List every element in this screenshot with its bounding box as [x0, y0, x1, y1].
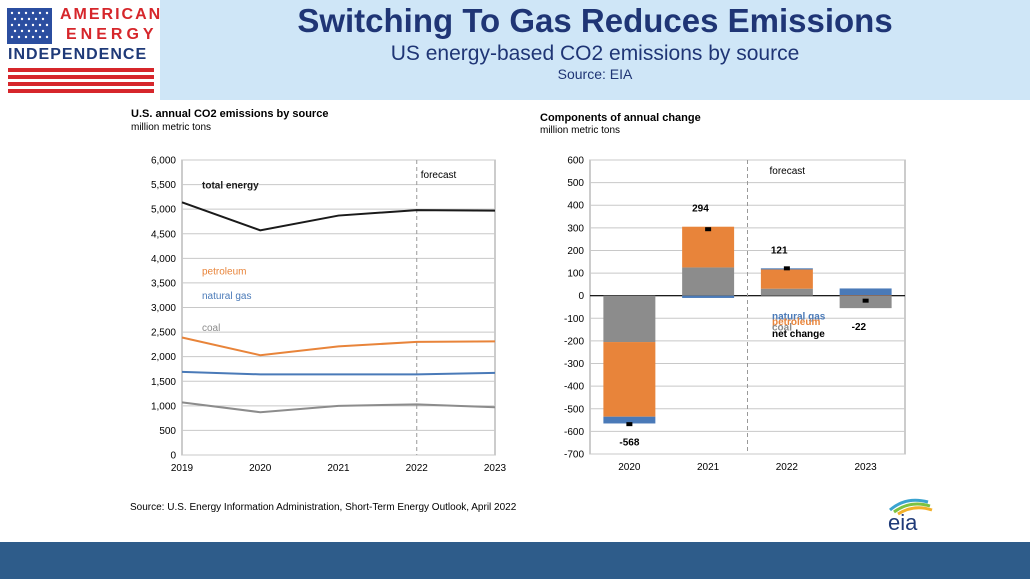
y-tick-label: 1,000 [151, 401, 176, 412]
x-tick-label: 2021 [327, 463, 350, 474]
series-label-natural-gas: natural gas [202, 291, 251, 302]
net-change-marker [783, 266, 790, 271]
y-tick-label: -600 [564, 427, 584, 438]
bar-segment-coal [682, 267, 735, 296]
y-tick-label: -400 [564, 382, 584, 393]
x-tick-label: 2022 [776, 462, 799, 473]
page-title: Switching To Gas Reduces Emissions [297, 2, 893, 39]
y-tick-label: 500 [159, 426, 176, 437]
net-change-marker [626, 422, 633, 427]
y-tick-label: -100 [564, 314, 584, 325]
y-tick-label: 2,000 [151, 352, 176, 363]
y-tick-label: -700 [564, 450, 584, 461]
logo: AMERICAN ENERGY INDEPENDENCE [0, 0, 160, 100]
x-tick-label: 2020 [249, 463, 272, 474]
bar-segment-petroleum [682, 226, 735, 268]
y-tick-label: 500 [567, 178, 584, 189]
x-tick-label: 2021 [697, 462, 720, 473]
y-tick-label: 100 [567, 269, 584, 280]
y-tick-label: -500 [564, 404, 584, 415]
logo-text-independence: INDEPENDENCE [8, 46, 148, 63]
series-label-total-energy: total energy [202, 181, 259, 192]
bar-segment-petroleum [839, 295, 892, 296]
y-tick-label: 2,500 [151, 328, 176, 339]
net-change-label: 294 [692, 204, 709, 215]
bar-segment-coal [760, 288, 813, 296]
header-banner: AMERICAN ENERGY INDEPENDENCE Switching T… [0, 0, 1030, 100]
y-tick-label: 5,000 [151, 205, 176, 216]
y-tick-label: 3,000 [151, 303, 176, 314]
bar-segment-natural-gas [682, 295, 735, 298]
logo-text-energy: ENERGY [66, 26, 158, 43]
series-line-natural-gas [181, 370, 496, 376]
y-tick-label: 1,500 [151, 377, 176, 388]
series-label-coal: coal [202, 323, 220, 334]
x-tick-label: 2023 [855, 462, 878, 473]
y-tick-label: 200 [567, 246, 584, 257]
stripes-decoration [8, 68, 154, 93]
eia-logo-text: eia [888, 510, 918, 534]
x-tick-label: 2019 [171, 463, 194, 474]
eia-logo-icon: eia [888, 498, 933, 535]
bottom-bar [0, 542, 1030, 579]
y-tick-label: 6,000 [151, 156, 176, 167]
eia-logo: eia [884, 494, 944, 535]
bar-chart: -700 -600 -500 -400 -300 -200 -100 0 100 200 300 40… [564, 156, 906, 473]
y-tick-label: 5,500 [151, 180, 176, 191]
bar-segment-natural-gas [839, 288, 892, 296]
series-line-coal [181, 401, 496, 414]
y-tick-label: 300 [567, 223, 584, 234]
y-tick-label: 400 [567, 201, 584, 212]
y-tick-label: 0 [170, 451, 176, 462]
footer-source: Source: U.S. Energy Information Administ… [130, 502, 517, 513]
net-change-label: -22 [852, 322, 867, 333]
bar-segment-coal [603, 295, 656, 343]
page-subtitle: US energy-based CO2 emissions by source [390, 42, 800, 65]
legend-label-coal: coal [772, 323, 792, 334]
net-change-label: 121 [771, 245, 788, 256]
bar-segment-petroleum [760, 269, 813, 289]
logo-text-american: AMERICAN [60, 6, 163, 23]
x-tick-label: 2022 [406, 463, 429, 474]
y-tick-label: 600 [567, 156, 584, 167]
x-tick-label: 2023 [484, 463, 507, 474]
left-chart-title: U.S. annual CO2 emissions by source [131, 108, 329, 120]
header-source: Source: EIA [557, 66, 633, 82]
net-change-marker [862, 298, 869, 303]
y-tick-label: 4,000 [151, 254, 176, 265]
series-line-total-energy [181, 201, 496, 232]
y-tick-label: -200 [564, 336, 584, 347]
right-chart-title: Components of annual change [540, 112, 701, 124]
net-change-label: -568 [619, 437, 639, 448]
flag-icon [7, 8, 52, 44]
x-tick-label: 2020 [618, 462, 641, 473]
legend-label-net-change: net change [772, 329, 825, 340]
series-label-petroleum: petroleum [202, 267, 246, 278]
left-chart-subtitle: million metric tons [131, 122, 212, 133]
y-tick-label: 4,500 [151, 229, 176, 240]
y-tick-label: 3,500 [151, 278, 176, 289]
right-chart-subtitle: million metric tons [540, 125, 621, 136]
y-tick-label: 0 [578, 291, 584, 302]
bar-segment-natural-gas [603, 416, 656, 424]
forecast-label: forecast [421, 170, 457, 181]
y-tick-label: -300 [564, 359, 584, 370]
legend-label-petroleum: petroleum [772, 317, 820, 328]
line-chart: 0 500 1,000 1,500 2,000 2,500 3,000 3,500 4,000 4… [151, 156, 507, 475]
net-change-marker [705, 227, 712, 232]
forecast-label: forecast [770, 166, 806, 177]
series-line-petroleum [181, 336, 496, 357]
bar-segment-petroleum [603, 342, 656, 417]
legend-label-natural-gas: natural gas [772, 311, 826, 322]
